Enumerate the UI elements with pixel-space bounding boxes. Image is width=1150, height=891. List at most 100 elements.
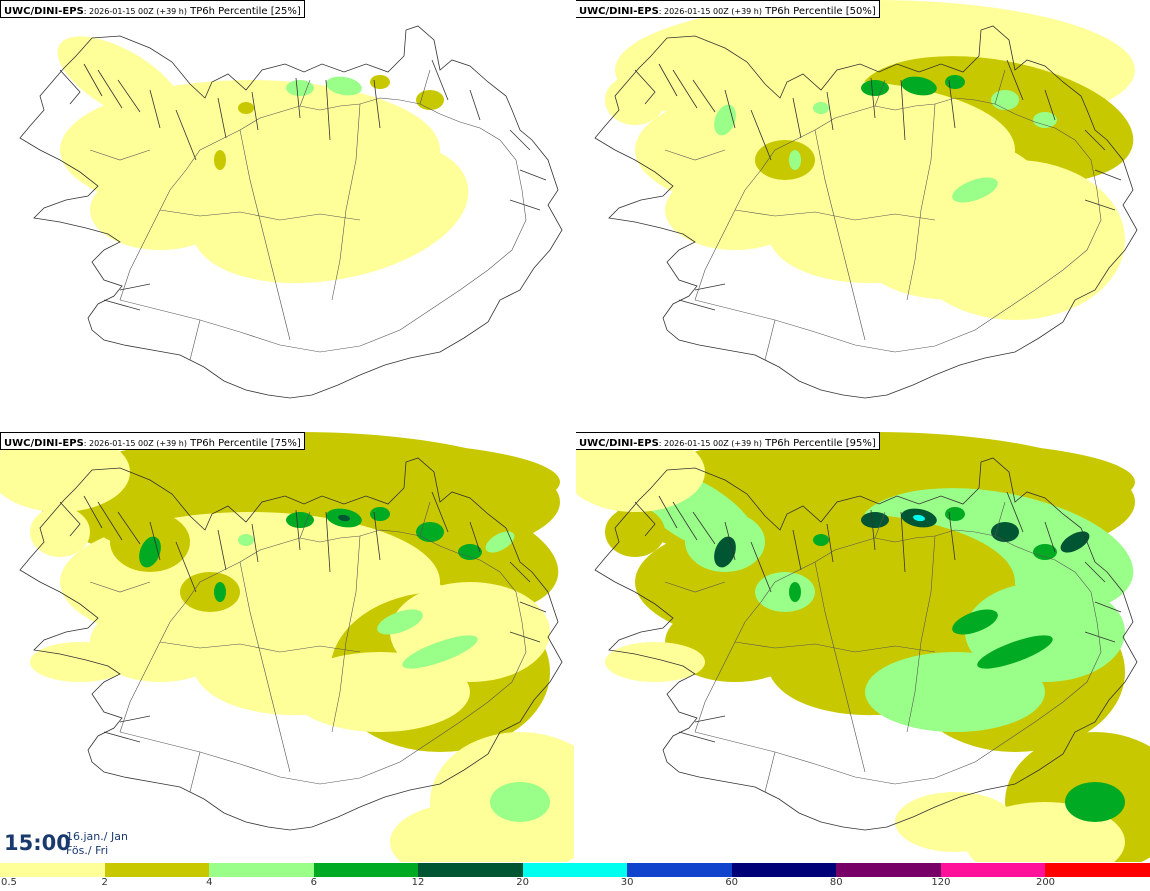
precip-fields bbox=[575, 432, 1150, 864]
precip-area bbox=[191, 136, 469, 284]
road-line bbox=[994, 501, 1006, 537]
fjord-line bbox=[870, 77, 876, 119]
legend-tick-label: 120 bbox=[931, 877, 951, 888]
fjord-line bbox=[325, 511, 331, 573]
precip-area bbox=[605, 642, 705, 682]
fjord-line bbox=[59, 501, 81, 537]
precip-area bbox=[952, 177, 998, 203]
legend-swatch bbox=[209, 863, 315, 877]
fjord-line bbox=[149, 89, 161, 129]
precip-area bbox=[865, 652, 1045, 732]
precip-area bbox=[1060, 531, 1090, 553]
fjord-line bbox=[724, 89, 736, 129]
road-line bbox=[906, 535, 936, 733]
precip-area bbox=[214, 582, 226, 602]
fjord-line bbox=[469, 89, 481, 121]
precip-fields bbox=[57, 36, 469, 284]
fjord-line bbox=[431, 59, 449, 101]
fjord-line bbox=[1094, 169, 1122, 181]
fjord-line bbox=[509, 561, 531, 583]
legend-swatch bbox=[627, 863, 733, 877]
fjord-line bbox=[694, 715, 726, 723]
fjord-line bbox=[672, 69, 698, 109]
legend-tick-label: 80 bbox=[829, 877, 843, 888]
precip-map bbox=[19, 25, 563, 399]
precip-area bbox=[458, 544, 482, 560]
legend-tick-label: 20 bbox=[516, 877, 529, 888]
road-line bbox=[239, 561, 291, 773]
fjord-line bbox=[83, 63, 103, 97]
fjord-line bbox=[97, 69, 123, 109]
precip-area bbox=[30, 642, 130, 682]
fjord-line bbox=[117, 79, 141, 113]
legend-tick-label: 4 bbox=[206, 877, 213, 888]
precip-area bbox=[180, 572, 240, 612]
fjord-line bbox=[948, 511, 956, 561]
precip-area bbox=[180, 140, 240, 180]
precip-area bbox=[813, 534, 829, 546]
legend-swatch bbox=[313, 863, 420, 877]
precip-area bbox=[605, 75, 665, 125]
parameter-label: TP6h Percentile [50%] bbox=[761, 6, 876, 17]
precip-area bbox=[490, 782, 550, 822]
legend-tick-label: 30 bbox=[620, 877, 634, 888]
precip-area bbox=[402, 635, 478, 669]
road-line bbox=[814, 129, 866, 341]
road-line bbox=[239, 129, 291, 341]
fjord-line bbox=[469, 521, 481, 553]
precip-area bbox=[238, 534, 254, 546]
legend-tick-label: 0.5 bbox=[1, 877, 17, 888]
fjord-line bbox=[217, 97, 227, 139]
fjord-line bbox=[1006, 491, 1024, 533]
road-line bbox=[89, 581, 151, 593]
panel-title: UWC/DINI-EPS: 2026-01-15 00Z (+39 h) TP6… bbox=[575, 432, 880, 450]
road-line bbox=[419, 501, 431, 537]
precip-area bbox=[605, 507, 665, 557]
road-line bbox=[419, 69, 431, 105]
precip-area bbox=[789, 582, 801, 602]
precip-area bbox=[865, 220, 1045, 300]
fjord-line bbox=[678, 299, 716, 311]
map-panel-p95: UWC/DINI-EPS: 2026-01-15 00Z (+39 h) TP6… bbox=[575, 432, 1150, 864]
precip-fields bbox=[605, 0, 1135, 320]
fjord-line bbox=[826, 91, 834, 131]
run-time: : 2026-01-15 00Z (+39 h) bbox=[83, 439, 187, 448]
legend-swatch bbox=[940, 863, 1047, 877]
road-line bbox=[764, 751, 776, 793]
fjord-line bbox=[1084, 129, 1106, 151]
valid-date: 16.jan./ Jan bbox=[66, 830, 128, 843]
precip-area bbox=[945, 75, 965, 89]
road-line bbox=[189, 319, 201, 361]
precip-area bbox=[901, 76, 937, 96]
fjord-line bbox=[634, 501, 656, 537]
precip-area bbox=[286, 512, 314, 528]
road-line bbox=[119, 97, 527, 353]
fjord-line bbox=[83, 495, 103, 529]
precip-area bbox=[1060, 99, 1090, 121]
fjord-line bbox=[870, 509, 876, 551]
fjord-line bbox=[97, 501, 123, 541]
precip-area bbox=[338, 514, 350, 522]
fjord-line bbox=[509, 631, 541, 643]
precip-area bbox=[377, 609, 423, 635]
precip-map bbox=[594, 0, 1138, 399]
precip-area bbox=[0, 432, 130, 512]
precip-area bbox=[30, 507, 90, 557]
fjord-line bbox=[117, 511, 141, 545]
fjord-line bbox=[295, 77, 301, 119]
precip-area bbox=[977, 635, 1053, 669]
model-name: UWC/DINI-EPS bbox=[4, 6, 84, 17]
road-line bbox=[764, 319, 776, 361]
precip-area bbox=[861, 80, 889, 96]
road-line bbox=[119, 529, 527, 785]
precip-area bbox=[714, 536, 736, 568]
legend-swatch bbox=[418, 863, 524, 877]
model-name: UWC/DINI-EPS bbox=[579, 438, 659, 449]
fjord-line bbox=[373, 511, 381, 561]
fjord-line bbox=[1084, 199, 1116, 211]
legend-tick-label: 12 bbox=[411, 877, 425, 888]
precip-area bbox=[952, 609, 998, 635]
fjord-line bbox=[519, 601, 547, 613]
road-line bbox=[159, 641, 361, 653]
road-line bbox=[189, 751, 201, 793]
